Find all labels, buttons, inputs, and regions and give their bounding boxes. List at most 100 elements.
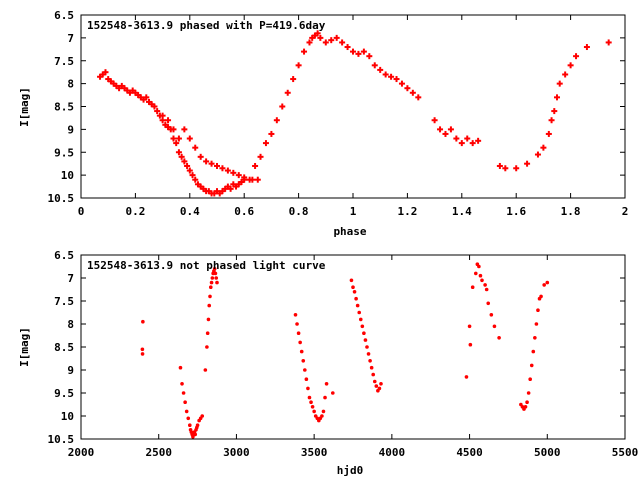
data-point <box>554 94 560 101</box>
data-point <box>323 395 327 400</box>
unphased-light-curve-panel: 2000 2500 3000 3500 4000 4500 5000 5500 6.5 7 7.5 8… <box>18 249 638 477</box>
data-point <box>548 117 555 124</box>
y-tick-label: 8.5 <box>54 341 74 354</box>
y-tick-label: 8.5 <box>54 101 74 114</box>
x-tick-label: 1.8 <box>561 205 581 218</box>
data-point <box>464 135 471 142</box>
data-point <box>303 368 307 372</box>
data-point <box>382 71 389 78</box>
x-tick-label: 1.4 <box>452 205 472 218</box>
chart-title: 152548-3613.9 phased with P=419.6day <box>87 19 326 32</box>
data-point <box>290 76 297 83</box>
data-point <box>175 149 182 156</box>
x-tick-label: 0 <box>78 205 85 218</box>
chart-title: 152548-3613.9 not phased light curve <box>87 259 326 272</box>
data-point <box>533 336 537 340</box>
data-point <box>502 165 509 172</box>
data-point <box>268 130 275 137</box>
data-point <box>284 89 291 96</box>
data-point <box>365 345 369 349</box>
data-point <box>562 71 569 78</box>
data-point <box>200 414 205 418</box>
data-point <box>143 94 150 101</box>
data-point <box>186 135 193 142</box>
data-point <box>192 144 199 151</box>
data-point <box>252 162 259 169</box>
data-point <box>173 140 180 147</box>
data-point <box>486 301 491 306</box>
data-point <box>330 391 335 395</box>
data-point <box>180 382 184 386</box>
data-point <box>235 172 242 179</box>
data-point <box>339 39 346 46</box>
data-point <box>140 352 145 356</box>
data-point <box>583 44 590 51</box>
data-point <box>431 117 438 124</box>
data-point <box>317 34 324 41</box>
data-point <box>189 172 196 179</box>
x-tick-label: 5500 <box>612 446 639 459</box>
x-tick-label: 0.2 <box>125 205 145 218</box>
data-point <box>178 365 183 370</box>
data-point <box>141 319 145 324</box>
y-axis-label: I[mag] <box>18 87 31 127</box>
data-point <box>224 167 231 174</box>
data-point <box>526 391 531 395</box>
data-point <box>366 352 371 356</box>
data-point <box>273 117 280 124</box>
data-point <box>369 365 374 370</box>
data-point <box>192 176 199 183</box>
x-tick-label: 3000 <box>223 446 250 459</box>
data-point <box>310 405 315 409</box>
data-point <box>333 34 340 41</box>
data-point <box>366 53 373 60</box>
data-point <box>206 317 211 322</box>
data-point <box>140 347 145 352</box>
data-point <box>320 414 324 418</box>
data-point <box>186 167 193 174</box>
data-point <box>513 165 520 172</box>
data-point <box>215 280 219 285</box>
data-point <box>362 331 366 336</box>
x-tick-label: 0.4 <box>180 205 200 218</box>
data-point <box>551 108 558 115</box>
x-tick-label: 3500 <box>301 446 328 459</box>
data-point <box>524 160 531 167</box>
y-tick-label: 9.5 <box>54 387 74 400</box>
data-point <box>469 140 476 147</box>
data-point <box>193 432 198 437</box>
data-point <box>298 340 302 345</box>
data-point <box>354 296 358 301</box>
axis-ticks: 0 0.2 0.4 0.6 0.8 1 1.2 1.4 1.6 1.8 2 6.5 7 7.5 8 8.5 9 9… <box>48 9 629 218</box>
x-tick-label: 2 <box>622 205 629 218</box>
x-tick-label: 1.6 <box>506 205 526 218</box>
x-tick-label: 4000 <box>379 446 406 459</box>
data-point <box>181 126 188 133</box>
data-point <box>360 324 365 329</box>
x-axis-label: hjd0 <box>337 464 364 477</box>
data-point <box>344 44 351 51</box>
data-point <box>210 276 215 280</box>
data-point <box>528 377 532 382</box>
data-point <box>357 310 362 315</box>
y-tick-label: 7.5 <box>54 55 74 68</box>
data-point <box>312 409 316 414</box>
data-point <box>188 423 192 428</box>
data-point <box>453 135 460 142</box>
y-tick-label: 7.5 <box>54 295 74 308</box>
data-point <box>534 151 541 158</box>
axis-ticks: 2000 2500 3000 3500 4000 4500 5000 5500 6.5 7 7.5 8… <box>48 249 639 459</box>
data-point <box>374 384 379 388</box>
data-point <box>181 391 186 395</box>
data-point <box>262 140 269 147</box>
data-point <box>293 313 298 317</box>
data-point <box>321 409 326 414</box>
data-point <box>567 62 574 69</box>
data-point <box>214 276 219 280</box>
data-point <box>295 322 299 326</box>
data-point <box>203 368 208 372</box>
y-tick-label: 9.5 <box>54 146 74 159</box>
data-point <box>415 94 422 101</box>
data-point <box>195 423 200 428</box>
